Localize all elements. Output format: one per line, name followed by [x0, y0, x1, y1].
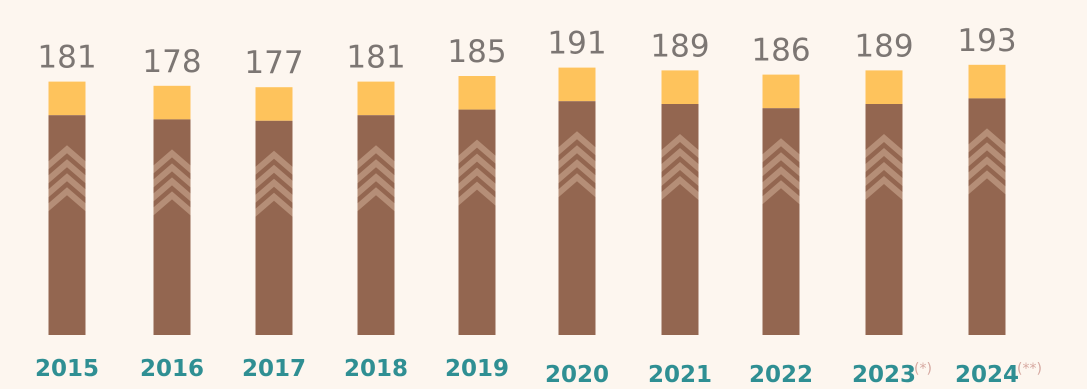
bar-value-label: 181 [37, 40, 96, 76]
bar-chevron-mark [968, 142, 1006, 167]
bar-chevron-mark [558, 173, 596, 198]
bar-chevron-mark [762, 166, 800, 191]
bar-top-segment [458, 76, 496, 110]
bar-body-segment [968, 98, 1006, 336]
year-label: 2023 [852, 362, 916, 388]
bar-top-segment [153, 85, 191, 120]
bar-chevron-mark [458, 181, 496, 206]
bar-value-label: 178 [142, 44, 201, 80]
bar-value-label: 186 [751, 33, 810, 69]
bar-top-segment [558, 67, 596, 102]
bar-chevron-mark [255, 164, 293, 189]
bar-value-label: 177 [244, 45, 303, 81]
bar-chevron-mark [762, 180, 800, 205]
bar-value-label: 189 [854, 28, 913, 64]
bar-value-label: 181 [346, 40, 405, 76]
year-label: 2020 [545, 362, 609, 388]
bar-chevron-mark [558, 131, 596, 156]
bar-chevron-mark [558, 159, 596, 184]
bar-top-segment [865, 70, 903, 104]
bar-chevron-mark [558, 145, 596, 170]
bar-chevron-mark [48, 173, 86, 198]
bar-chevron-mark [865, 148, 903, 172]
bar-chevron-mark [865, 134, 903, 158]
bar-top-segment [661, 70, 699, 104]
bar-top-segment [968, 64, 1006, 99]
bar-chevron-mark [661, 134, 699, 158]
bar-top-segment [357, 81, 395, 116]
bar-chevron-mark [255, 192, 293, 217]
bar-chevron-mark [357, 173, 395, 198]
bar-chevron-mark [48, 187, 86, 212]
bar-top-segment [255, 87, 293, 121]
bar-chevron-mark [48, 145, 86, 170]
bar-body-segment [558, 101, 596, 335]
labels-group: 181 2015 178 2016 177 2017 181 2018 185 2019 191 20… [35, 23, 1042, 388]
bar-chevron-mark [661, 148, 699, 172]
bar-value-label: 193 [957, 23, 1016, 59]
year-label: 2019 [445, 356, 509, 382]
bar-top-segment [762, 74, 800, 109]
bars-group [48, 64, 1006, 336]
bar-value-label: 191 [547, 26, 606, 62]
bar-chevron-mark [153, 163, 191, 188]
bar-chevron-mark [968, 156, 1006, 181]
bar-chevron-mark [458, 167, 496, 192]
bar-value-label: 189 [650, 28, 709, 64]
year-label: 2024 [955, 362, 1019, 388]
bar-chevron-mark [762, 138, 800, 163]
bar-body-segment [865, 104, 903, 335]
bar-chevron-mark [865, 162, 903, 186]
bar-chevron-mark [762, 152, 800, 177]
year-label: 2015 [35, 356, 99, 382]
year-note-label: (*) [914, 361, 932, 377]
year-label: 2016 [140, 356, 204, 382]
year-note-label: (**) [1017, 361, 1042, 377]
bar-value-label: 185 [447, 34, 506, 70]
bar-chevron-mark [153, 149, 191, 174]
bar-chevron-mark [357, 187, 395, 212]
bar-chevron-mark [661, 162, 699, 186]
year-label: 2021 [648, 362, 712, 388]
bar-chevron-mark [357, 145, 395, 170]
bar-chevron-mark [968, 128, 1006, 153]
bar-chevron-mark [48, 159, 86, 184]
bar-chevron-mark [255, 178, 293, 203]
year-label: 2018 [344, 356, 408, 382]
bar-chevron-mark [153, 177, 191, 202]
bar-chevron-mark [458, 139, 496, 164]
year-label: 2022 [749, 362, 813, 388]
year-label: 2017 [242, 356, 306, 382]
bar-top-segment [48, 81, 86, 116]
bar-chevron-mark [865, 176, 903, 200]
bar-chevron-mark [968, 170, 1006, 195]
bar-chevron-mark [661, 176, 699, 200]
bar-chevron-mark [357, 159, 395, 184]
bar-chevron-mark [153, 191, 191, 216]
bar-chevron-mark [255, 150, 293, 175]
bar-chevron-mark [458, 153, 496, 178]
bar-body-segment [661, 104, 699, 335]
